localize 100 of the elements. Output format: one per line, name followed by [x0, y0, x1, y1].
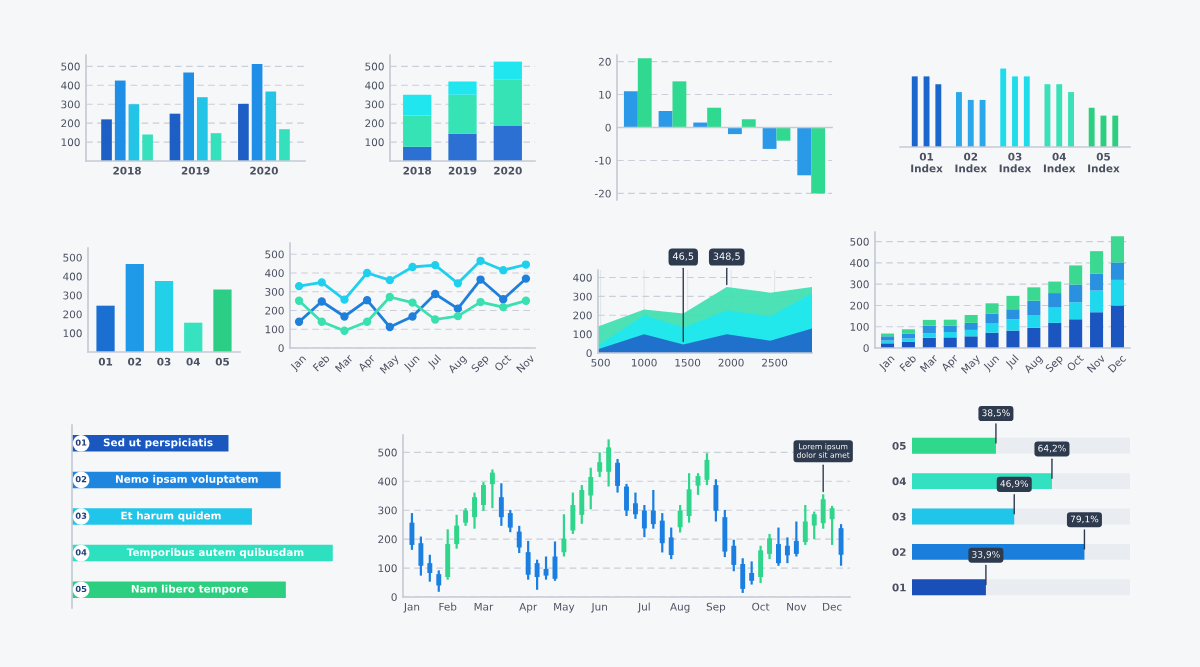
bar [1027, 315, 1041, 328]
y-tick-label: 0 [605, 123, 611, 132]
candlestick [472, 491, 477, 530]
x-tick-label: Oct [1066, 353, 1084, 372]
candlestick [489, 468, 495, 510]
bar [251, 64, 263, 161]
bar [448, 133, 477, 161]
bar [985, 313, 999, 324]
y-tick-label: 300 [63, 291, 82, 300]
bar [762, 127, 777, 149]
candlestick [561, 513, 567, 558]
bar [1090, 290, 1104, 313]
bar [279, 129, 290, 161]
x-tick-label: Jul [1004, 354, 1021, 370]
y-tick-label: 200 [63, 310, 82, 319]
bar [142, 134, 153, 161]
point [385, 322, 394, 332]
annotation: 46,5 [672, 252, 694, 261]
x-tick-label: 04 [186, 357, 200, 366]
bar [1048, 307, 1062, 323]
bar [128, 104, 140, 161]
candlestick [802, 503, 808, 547]
y-tick-label: 0 [586, 349, 592, 358]
bar [1069, 284, 1083, 303]
y-tick-label: 200 [850, 301, 869, 310]
x-tick-label: Oct [752, 602, 770, 611]
y-tick-label: 04 [892, 477, 906, 486]
bar [922, 325, 936, 334]
point [385, 275, 394, 285]
x-tick-label: Jan [289, 354, 308, 373]
y-tick-label: 300 [265, 287, 284, 296]
y-tick-label: 400 [850, 259, 869, 267]
candlestick [677, 503, 683, 534]
bar [197, 97, 208, 161]
bar [493, 61, 522, 80]
y-tick-label: 100 [378, 564, 397, 573]
y-tick-label: 300 [61, 100, 80, 109]
point [499, 266, 508, 275]
bar [1048, 322, 1062, 348]
y-tick-label: -10 [594, 156, 611, 165]
bar [811, 127, 826, 194]
x-tick-label: Dec [1107, 354, 1127, 373]
x-tick-label: Jul [637, 602, 650, 613]
y-tick-label: 400 [573, 273, 592, 282]
candlestick [507, 508, 513, 534]
candlestick [749, 560, 755, 586]
candlestick [784, 536, 790, 565]
candlestick [409, 512, 415, 551]
annotation: 05 [75, 585, 87, 593]
bar [1069, 319, 1083, 348]
x-tick-label: Mar [334, 353, 354, 373]
x-tick-label: Mar [919, 353, 939, 373]
bar [403, 94, 432, 116]
x-tick-label: Feb [899, 353, 917, 372]
point [317, 317, 326, 326]
x-tick-label: 2500 [762, 358, 788, 367]
candlestick [829, 504, 835, 547]
candlestick [811, 510, 817, 541]
x-tick-label: 01 Index [911, 152, 943, 173]
x-tick-label: 05 [215, 357, 229, 366]
candlestick [659, 512, 665, 554]
candlestick [650, 488, 656, 530]
y-tick-label: 500 [378, 448, 397, 457]
candlestick [418, 535, 424, 577]
bar [183, 72, 194, 161]
x-tick-label: Jun [982, 354, 1001, 373]
point [362, 296, 372, 305]
candlestick [481, 481, 486, 512]
x-tick-label: Sep [1044, 354, 1065, 375]
bar [943, 319, 957, 326]
candlestick [525, 539, 531, 581]
y-tick-label: 500 [265, 250, 284, 259]
data-label: 33,9% [972, 550, 1000, 559]
point [453, 311, 463, 321]
y-tick-label: Temporibus autem quibusdam [126, 548, 304, 559]
bar [1110, 236, 1124, 263]
candlestick [632, 491, 638, 520]
candlestick [436, 569, 442, 593]
x-tick-label: Apr [940, 353, 961, 374]
y-tick-label: 400 [365, 81, 384, 90]
x-tick-label: 2020 [494, 166, 522, 175]
y-tick-label: 300 [365, 100, 384, 109]
x-tick-label: Apr [357, 353, 378, 374]
y-tick-label: 300 [378, 506, 397, 515]
x-tick-label: 1000 [631, 358, 657, 367]
annotation: 02 [75, 476, 87, 483]
y-tick-label: Et harum quidem [121, 511, 221, 522]
bar [1090, 251, 1104, 274]
data-label: 79,1% [1070, 515, 1099, 524]
x-tick-label: Sep [470, 354, 491, 375]
bar [964, 315, 978, 323]
y-tick-label: 400 [63, 272, 82, 281]
x-tick-label: Jan [403, 602, 420, 613]
candlestick [641, 503, 647, 539]
y-tick-label: 400 [378, 477, 397, 486]
bar [964, 329, 978, 337]
y-tick-label: 100 [61, 138, 80, 147]
x-tick-label: Feb [439, 602, 457, 611]
bar [1048, 293, 1062, 308]
x-tick-label: Nov [787, 602, 807, 611]
